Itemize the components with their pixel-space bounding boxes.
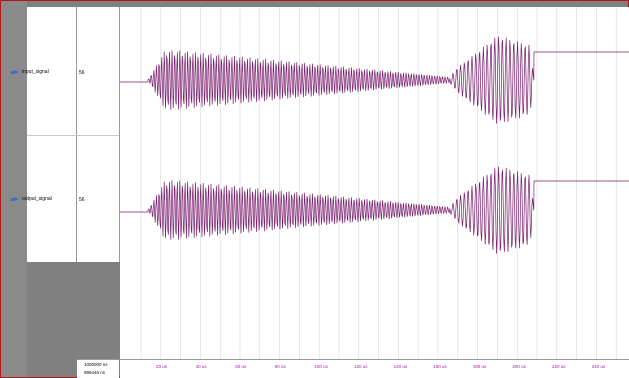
time-tick-label: 180 us (472, 364, 487, 369)
time-tick-label: 220 us (552, 364, 566, 369)
signal-name-input: input_signal (22, 69, 49, 75)
signal-name-column (27, 7, 77, 262)
time-tick-label: 40 us (195, 364, 207, 369)
time-tick-label: 100 us (314, 364, 328, 369)
cursor-time-box: 1000000 ns 999446 ns (77, 359, 119, 378)
time-tick-label: 240 us (591, 364, 606, 369)
signal-value-output: 56 (79, 197, 85, 203)
signal-value-column (77, 7, 120, 262)
time-tick-label: 160 us (433, 364, 447, 369)
time-tick-label: 20 us (156, 364, 168, 369)
waveform-canvas[interactable] (120, 7, 629, 359)
time-tick-label: 140 us (393, 364, 408, 369)
time-tick-label: 120 us (354, 364, 368, 369)
waveform-trace (120, 166, 629, 254)
row-separator (27, 135, 119, 136)
time-tick-label: 80 us (274, 364, 286, 369)
signal-value-input: 56 (79, 70, 85, 76)
time-tick-label: 200 us (512, 364, 526, 369)
signal-icon (11, 196, 19, 202)
cursor-time-secondary: 999446 ns (84, 370, 106, 375)
signal-icon (11, 69, 19, 75)
time-tick-label: 60 us (235, 364, 247, 369)
waveform-trace (120, 36, 629, 124)
time-axis[interactable]: 20 us 40 us 60 us 80 us 100 us 120 us 140 us 16… (120, 359, 629, 378)
signal-row-input[interactable]: input_signal (11, 69, 49, 75)
waveform-svg (120, 7, 629, 359)
signal-row-output[interactable]: output_signal (11, 196, 52, 202)
signal-name-output: output_signal (22, 196, 52, 202)
left-gutter (1, 1, 27, 377)
cursor-time-primary: 1000000 ns (84, 362, 108, 367)
